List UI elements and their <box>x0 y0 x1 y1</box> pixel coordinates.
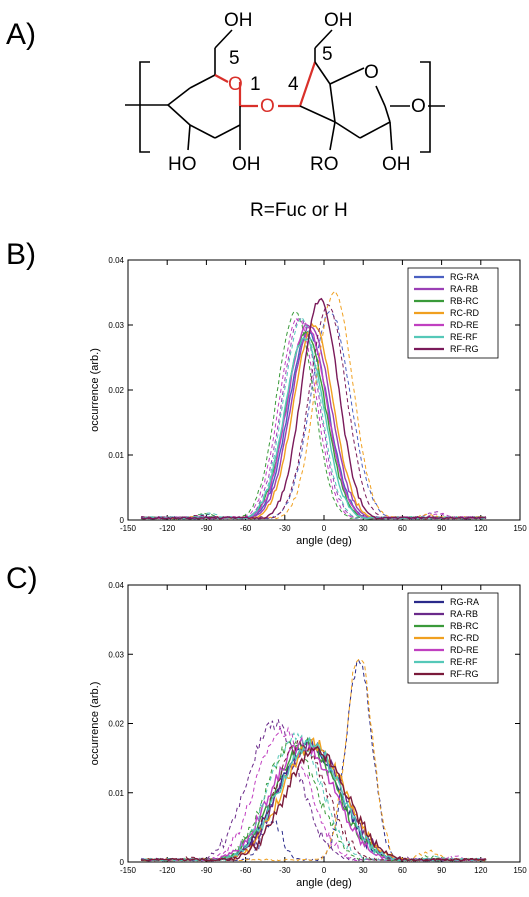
legend-label: RB-RC <box>450 296 479 306</box>
legend-label: RD-RE <box>450 320 479 330</box>
disaccharide-structure: OH OH 5 1 4 5 O O O O HO OH RO OH R=Fuc … <box>0 0 529 230</box>
ro-bottom: RO <box>310 154 339 175</box>
y-tick-label: 0.03 <box>108 650 124 659</box>
x-tick-label: -90 <box>201 524 213 533</box>
x-axis-label: angle (deg) <box>296 535 352 547</box>
x-tick-label: 0 <box>322 866 327 875</box>
y-tick-label: 0.01 <box>108 789 124 798</box>
legend-label: RE-RF <box>450 332 478 342</box>
x-tick-label: 120 <box>474 524 488 533</box>
ring-label-5-left: 5 <box>229 48 240 69</box>
x-tick-label: -30 <box>279 524 291 533</box>
chart-b: -150 -120 -90 -60 -30 0 30 60 90 120 150 0 0.01 0.02 0… <box>0 240 529 560</box>
x-tick-label: 60 <box>398 866 407 875</box>
legend-label: RD-RE <box>450 645 479 655</box>
ring-oxygen-right: O <box>364 62 379 83</box>
oh-top-left: OH <box>224 10 253 31</box>
ring-oxygen-left: O <box>228 74 243 95</box>
y-tick-label: 0.04 <box>108 581 124 590</box>
x-tick-label: -60 <box>240 866 252 875</box>
structure-caption: R=Fuc or H <box>250 200 348 221</box>
legend-label: RC-RD <box>450 633 479 643</box>
x-tick-label: 60 <box>398 524 407 533</box>
y-axis-label: occurrence (arb.) <box>89 348 101 432</box>
ring-label-4: 4 <box>288 74 299 95</box>
x-tick-label: 150 <box>513 866 527 875</box>
structure-bonds <box>125 30 445 152</box>
x-axis-label: angle (deg) <box>296 877 352 889</box>
x-tick-label: -60 <box>240 524 252 533</box>
oh-bottom-right: OH <box>382 154 411 175</box>
legend-label: RA-RB <box>450 284 478 294</box>
legend-label: RG-RA <box>450 272 479 282</box>
x-tick-label: 0 <box>322 524 327 533</box>
x-tick-label: 90 <box>437 524 446 533</box>
glycosidic-oxygen: O <box>260 96 275 117</box>
y-tick-label: 0.04 <box>108 256 124 265</box>
linker-oxygen-right: O <box>411 96 426 117</box>
chart-c: -150 -120 -90 -60 -30 0 30 60 90 120 150 0 0.01 0.02 0… <box>0 565 529 895</box>
x-tick-label: 90 <box>437 866 446 875</box>
legend-label: RG-RA <box>450 597 479 607</box>
x-tick-label: 30 <box>359 524 368 533</box>
y-tick-label: 0 <box>120 516 125 525</box>
x-tick-label: -120 <box>159 866 176 875</box>
legend-label: RC-RD <box>450 308 479 318</box>
legend-label: RF-RG <box>450 669 479 679</box>
legend-label: RA-RB <box>450 609 478 619</box>
y-tick-label: 0.02 <box>108 386 124 395</box>
legend-label: RB-RC <box>450 621 479 631</box>
oh-bottom-left: OH <box>232 154 261 175</box>
ho-bottom: HO <box>168 154 197 175</box>
x-tick-label: -90 <box>201 866 213 875</box>
legend-label: RF-RG <box>450 344 479 354</box>
ring-label-1: 1 <box>250 74 261 95</box>
y-tick-label: 0.01 <box>108 451 124 460</box>
y-axis-label: occurrence (arb.) <box>89 682 101 766</box>
x-tick-label: 120 <box>474 866 488 875</box>
ring-label-5-right: 5 <box>322 44 333 65</box>
y-tick-label: 0 <box>120 858 125 867</box>
x-tick-label: 30 <box>359 866 368 875</box>
legend-label: RE-RF <box>450 657 478 667</box>
x-tick-label: 150 <box>513 524 527 533</box>
oh-top-right: OH <box>324 10 353 31</box>
x-tick-label: -150 <box>120 866 137 875</box>
x-tick-label: -120 <box>159 524 176 533</box>
y-tick-label: 0.03 <box>108 321 124 330</box>
y-tick-label: 0.02 <box>108 720 124 729</box>
x-tick-label: -150 <box>120 524 137 533</box>
x-tick-label: -30 <box>279 866 291 875</box>
